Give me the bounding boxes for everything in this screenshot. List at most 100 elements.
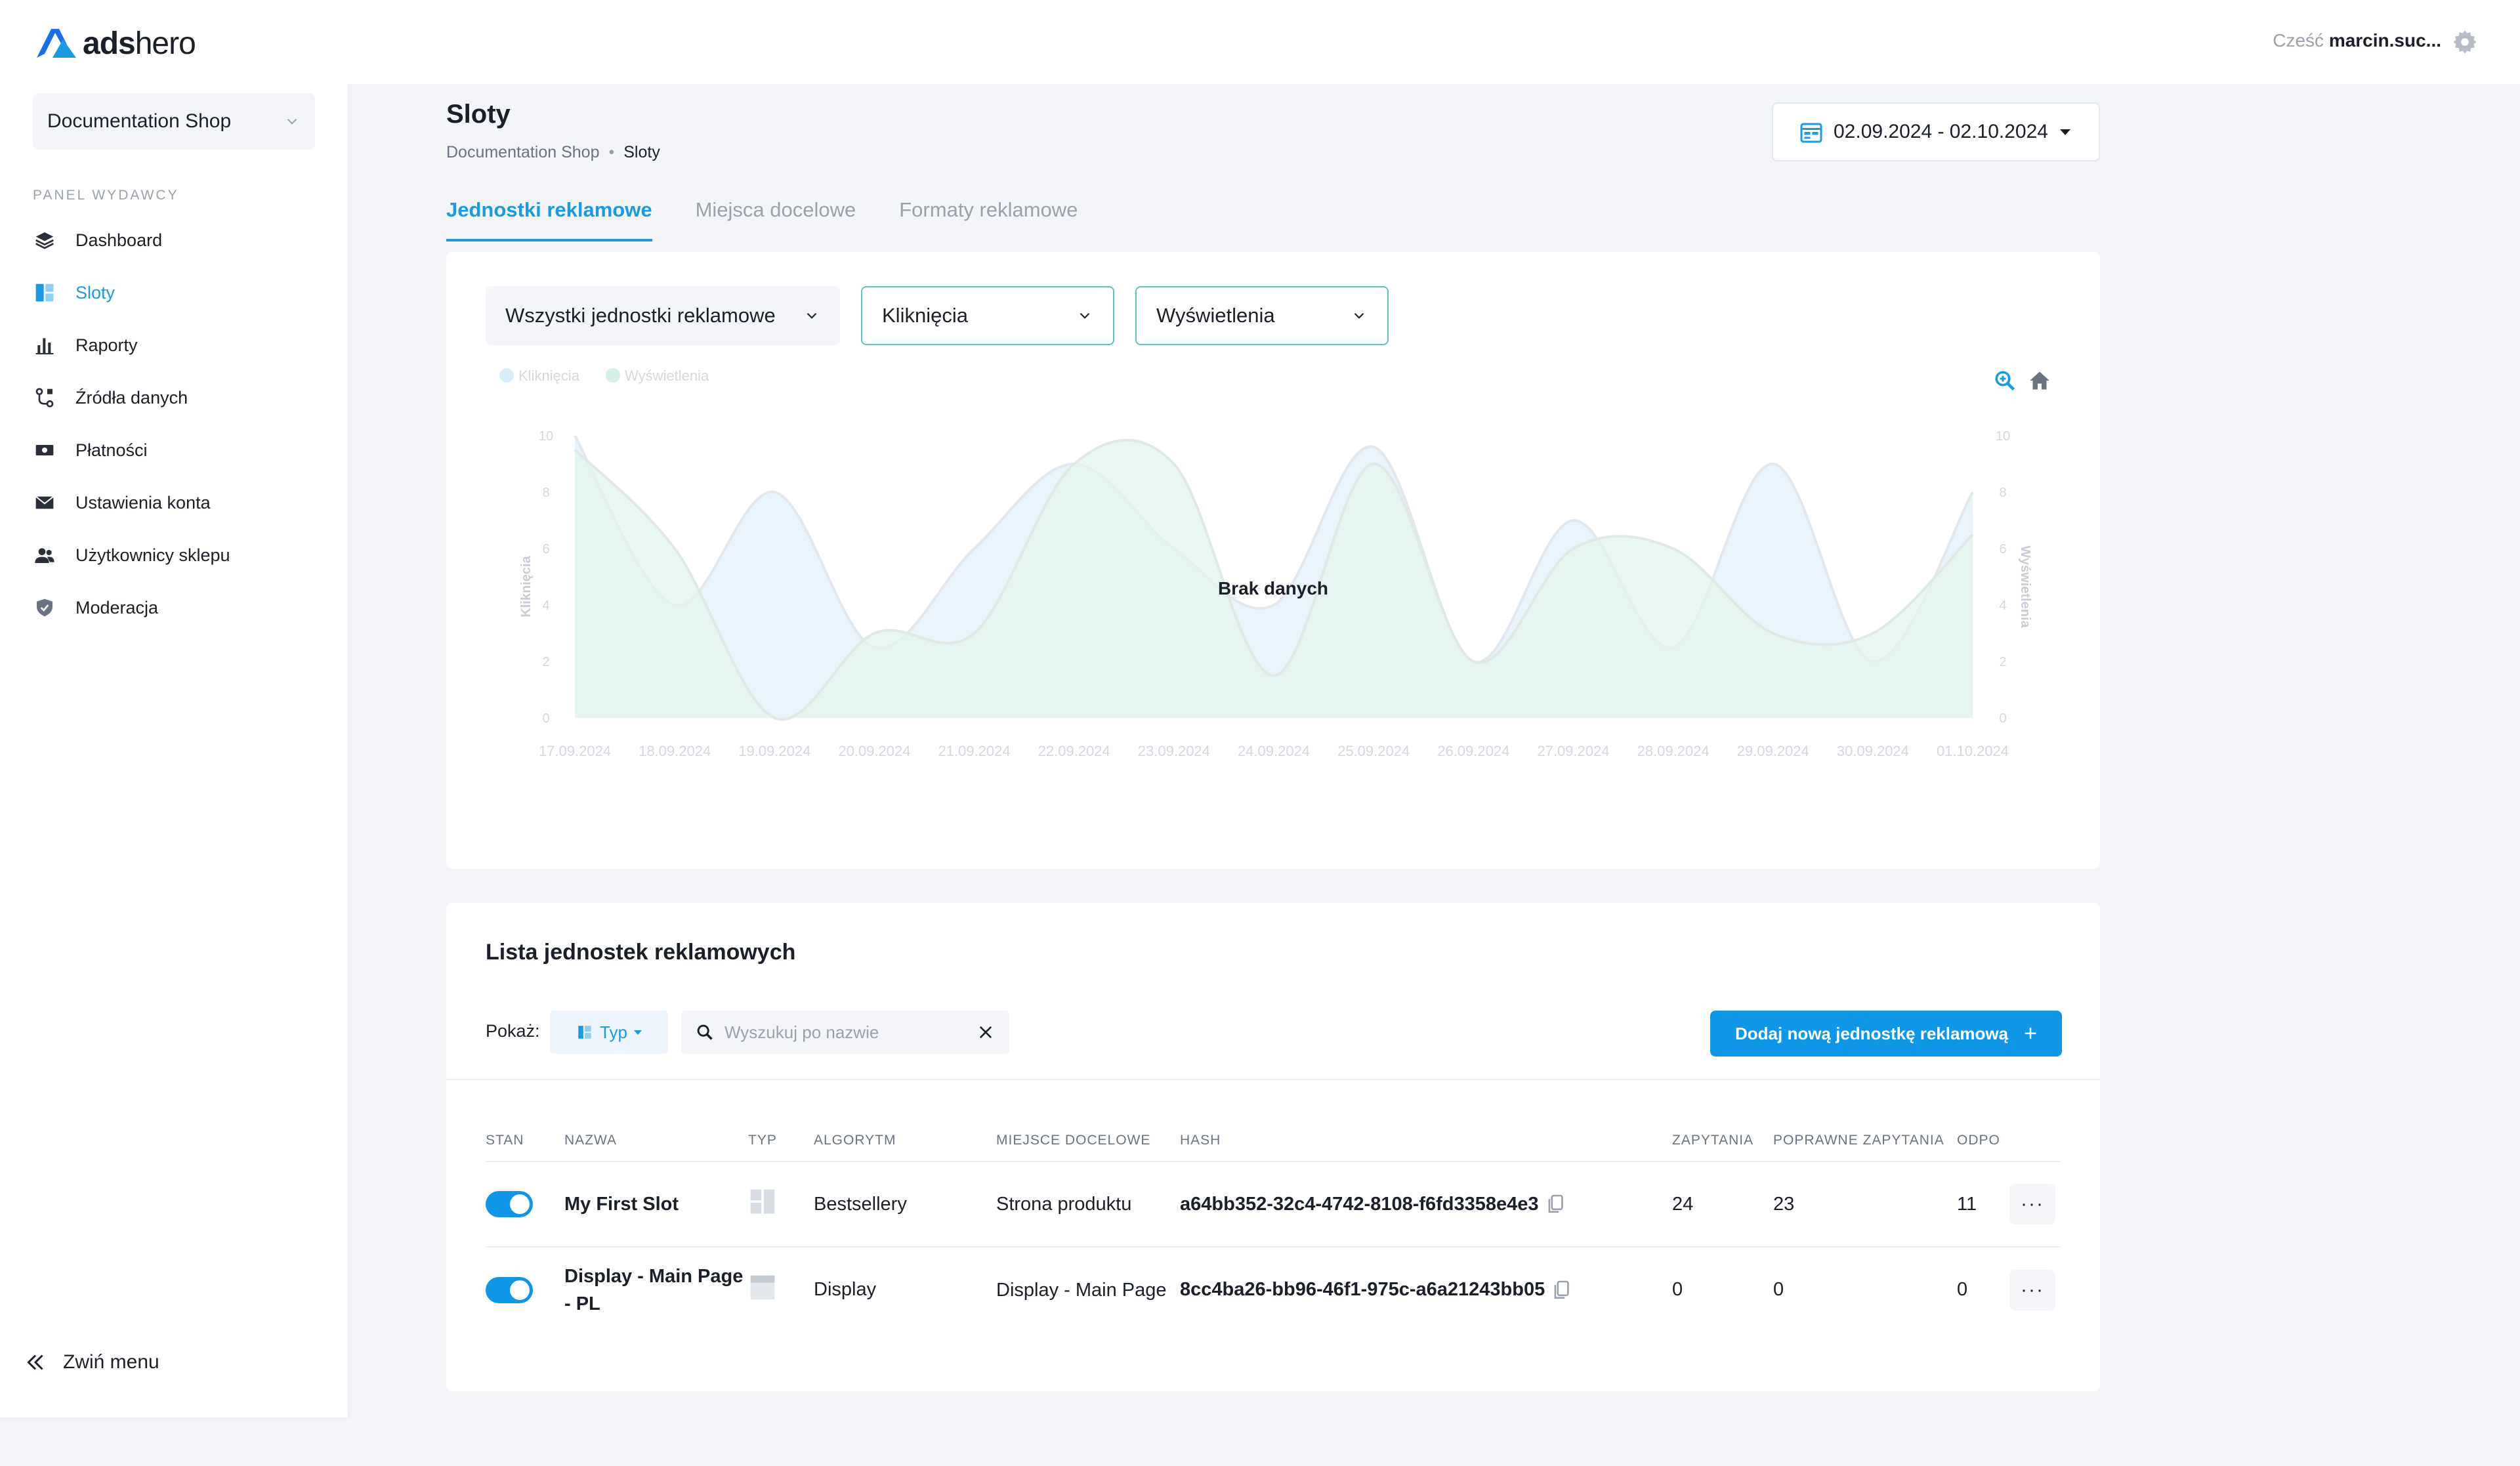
column-header-actions bbox=[2009, 1120, 2061, 1162]
data-source-icon bbox=[33, 386, 56, 409]
date-range-picker[interactable]: 02.09.2024 - 02.10.2024 bbox=[1772, 102, 2100, 161]
chart-legend: Kliknięcia Wyświetlenia bbox=[499, 367, 709, 384]
double-chevron-left-icon bbox=[27, 1354, 43, 1370]
search-box bbox=[681, 1011, 1009, 1054]
sidebar-item-label: Moderacja bbox=[75, 597, 159, 618]
metric-left-select[interactable]: Kliknięcia bbox=[861, 286, 1114, 345]
slot-name[interactable]: My First Slot bbox=[564, 1162, 748, 1247]
logo-text: adshero bbox=[83, 26, 196, 61]
tab-ad-units[interactable]: Jednostki reklamowe bbox=[446, 198, 652, 241]
clear-search-icon[interactable] bbox=[976, 1023, 995, 1041]
legend-marker bbox=[499, 368, 514, 383]
sidebar-item-payments[interactable]: Płatności bbox=[33, 424, 322, 476]
legend-marker bbox=[606, 368, 620, 383]
zoom-in-icon[interactable] bbox=[1993, 369, 2017, 392]
sidebar-item-label: Raporty bbox=[75, 335, 138, 355]
y-tick-label-right: 2 bbox=[1999, 655, 2006, 669]
valid-requests: 0 bbox=[1773, 1279, 1784, 1300]
slot-name[interactable]: Display - Main Page - PL bbox=[564, 1265, 744, 1314]
sidebar-item-dashboard[interactable]: Dashboard bbox=[33, 214, 322, 266]
search-input[interactable] bbox=[724, 1022, 976, 1043]
x-tick-label: 24.09.2024 bbox=[1238, 743, 1310, 759]
layers-icon bbox=[33, 228, 56, 252]
reset-zoom-home-icon[interactable] bbox=[2028, 369, 2051, 392]
tabs: Jednostki reklamowe Miejsca docelowe For… bbox=[446, 198, 1121, 241]
column-header[interactable]: STAN bbox=[486, 1120, 564, 1162]
x-tick-label: 17.09.2024 bbox=[539, 743, 611, 759]
hash-value: a64bb352-32c4-4742-8108-f6fd3358e4e3 bbox=[1180, 1193, 1539, 1215]
x-tick-label: 01.10.2024 bbox=[1937, 743, 2009, 759]
legend-item[interactable]: Wyświetlenia bbox=[625, 367, 709, 384]
y-tick-label-left: 2 bbox=[542, 655, 549, 669]
shop-select[interactable]: Documentation Shop bbox=[33, 93, 315, 150]
user-greeting[interactable]: Cześć marcin.suc... bbox=[2273, 30, 2441, 51]
metric-left-value: Kliknięcia bbox=[882, 304, 968, 327]
sidebar-item-moderation[interactable]: Moderacja bbox=[33, 581, 322, 634]
collapse-menu-button[interactable]: Zwiń menu bbox=[24, 1351, 159, 1374]
copy-icon[interactable] bbox=[1553, 1280, 1570, 1301]
more-actions-button[interactable]: ··· bbox=[2009, 1269, 2055, 1310]
column-header[interactable]: ZAPYTANIA bbox=[1672, 1120, 1773, 1162]
sidebar-item-label: Płatności bbox=[75, 440, 148, 460]
topbar: Cześć marcin.suc... bbox=[348, 0, 2520, 84]
column-header[interactable]: HASH bbox=[1180, 1120, 1672, 1162]
hash-value: 8cc4ba26-bb96-46f1-975c-a6a21243bb05 bbox=[1180, 1279, 1545, 1300]
y-tick-label-left: 4 bbox=[542, 598, 549, 613]
y-tick-label-right: 6 bbox=[1999, 542, 2006, 556]
page-title: Sloty bbox=[446, 100, 511, 129]
users-icon bbox=[33, 543, 56, 567]
status-toggle[interactable] bbox=[486, 1191, 533, 1217]
metric-right-value: Wyświetlenia bbox=[1156, 304, 1275, 327]
chart-series bbox=[574, 434, 1974, 721]
series-line-1 bbox=[574, 438, 1974, 721]
sidebar-item-slots[interactable]: Sloty bbox=[33, 266, 322, 319]
column-header[interactable]: ALGORYTM bbox=[814, 1120, 996, 1162]
series-area-1 bbox=[575, 440, 1973, 720]
sidebar: adshero Documentation Shop PANEL WYDAWCY… bbox=[0, 0, 348, 1417]
display-banner-type-icon bbox=[750, 1275, 775, 1299]
tab-placements[interactable]: Miejsca docelowe bbox=[695, 198, 856, 221]
type-filter-button[interactable]: Typ bbox=[550, 1011, 668, 1054]
slots-icon bbox=[578, 1026, 591, 1039]
units-filter-select[interactable]: Wszystki jednostki reklamowe bbox=[486, 286, 840, 345]
more-actions-button[interactable]: ··· bbox=[2009, 1184, 2055, 1225]
breadcrumb-current: Sloty bbox=[623, 143, 660, 161]
sidebar-item-data-sources[interactable]: Źródła danych bbox=[33, 371, 322, 424]
column-header[interactable]: TYP bbox=[748, 1120, 814, 1162]
y-tick-label-right: 4 bbox=[1999, 598, 2006, 613]
calendar-icon bbox=[1800, 123, 1822, 143]
legend-item[interactable]: Kliknięcia bbox=[518, 367, 580, 384]
breadcrumb-link-shop[interactable]: Documentation Shop bbox=[446, 143, 600, 161]
metric-right-select[interactable]: Wyświetlenia bbox=[1135, 286, 1389, 345]
caret-down-icon bbox=[633, 1030, 642, 1035]
shop-select-label: Documentation Shop bbox=[47, 110, 232, 132]
chevron-down-icon bbox=[1080, 312, 1090, 319]
sidebar-item-reports[interactable]: Raporty bbox=[33, 319, 322, 371]
breadcrumb-separator: • bbox=[608, 143, 615, 161]
x-tick-label: 25.09.2024 bbox=[1337, 743, 1410, 759]
column-header[interactable]: MIEJSCE DOCELOWE bbox=[996, 1120, 1180, 1162]
list-title: Lista jednostek reklamowych bbox=[486, 940, 796, 965]
column-header[interactable]: ODPO bbox=[1957, 1120, 2009, 1162]
status-toggle[interactable] bbox=[486, 1276, 533, 1303]
chevron-down-icon bbox=[807, 312, 817, 319]
column-header[interactable]: NAZWA bbox=[564, 1120, 748, 1162]
chevron-down-icon bbox=[1354, 312, 1364, 319]
add-ad-unit-button[interactable]: Dodaj nową jednostkę reklamową + bbox=[1710, 1011, 2062, 1057]
ad-units-list-card: Lista jednostek reklamowych Pokaż: Typ D… bbox=[446, 903, 2100, 1391]
section-label: PANEL WYDAWCY bbox=[33, 188, 179, 203]
series-line-0 bbox=[574, 434, 1974, 663]
sidebar-item-shop-users[interactable]: Użytkownicy sklepu bbox=[33, 529, 322, 581]
tab-ad-formats[interactable]: Formaty reklamowe bbox=[899, 198, 1078, 221]
x-tick-label: 30.09.2024 bbox=[1837, 743, 1909, 759]
x-tick-label: 26.09.2024 bbox=[1437, 743, 1509, 759]
column-header[interactable]: POPRAWNE ZAPYTANIA bbox=[1773, 1120, 1957, 1162]
collapse-menu-label: Zwiń menu bbox=[63, 1351, 159, 1373]
y-tick-label-left: 8 bbox=[542, 486, 549, 500]
gear-icon[interactable] bbox=[2452, 29, 2478, 55]
sidebar-item-account-settings[interactable]: Ustawienia konta bbox=[33, 476, 322, 529]
breadcrumb: Documentation Shop • Sloty bbox=[446, 143, 660, 162]
x-tick-label: 20.09.2024 bbox=[838, 743, 910, 759]
logo[interactable]: adshero bbox=[33, 25, 196, 62]
copy-icon[interactable] bbox=[1547, 1194, 1564, 1215]
